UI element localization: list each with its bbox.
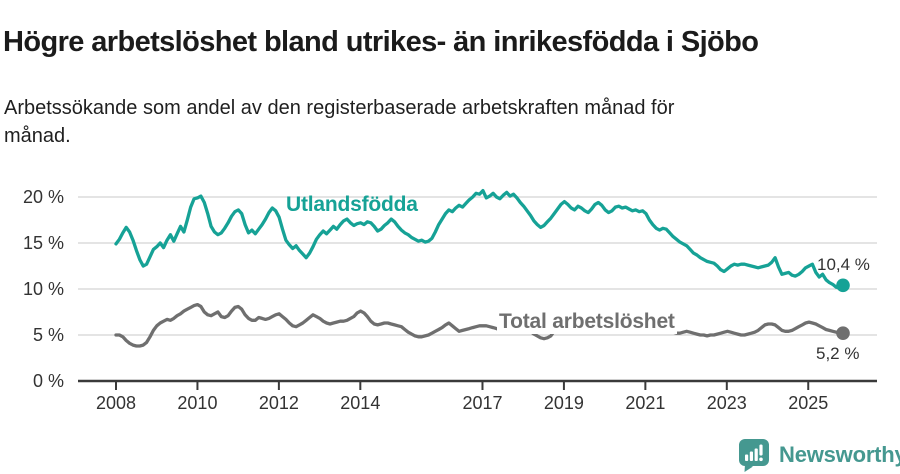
y-axis-tick-label: 15 % — [23, 233, 64, 253]
series-label-utlandsfodda: Utlandsfödda — [286, 193, 418, 216]
series-end-dot-1 — [836, 326, 850, 340]
x-axis-tick-label: 2021 — [625, 393, 665, 413]
series-label-total-arbetsloshet: Total arbetslöshet — [497, 310, 677, 334]
x-axis-tick-label: 2010 — [177, 393, 217, 413]
x-axis-tick-label: 2014 — [340, 393, 380, 413]
subtitle-line-1: Arbetssökande som andel av den registerb… — [4, 97, 675, 119]
series-line-0 — [114, 188, 845, 290]
y-axis-tick-label: 0 % — [33, 371, 64, 391]
x-axis-tick-label: 2025 — [788, 393, 828, 413]
series-line-1 — [114, 302, 845, 348]
x-axis-tick-label: 2023 — [707, 393, 747, 413]
page-title: Högre arbetslöshet bland utrikes- än inr… — [3, 26, 759, 59]
subtitle-line-2: månad. — [4, 125, 71, 147]
x-axis-tick-label: 2008 — [96, 393, 136, 413]
series-end-dot-0 — [836, 278, 850, 293]
y-axis-tick-label: 5 % — [33, 325, 64, 345]
x-axis-tick-label: 2012 — [259, 393, 299, 413]
newsworthy-brand-text: Newsworthy — [779, 442, 900, 467]
chart-subtitle: Arbetssökande som andel av den registerb… — [4, 94, 864, 150]
newsworthy-bubble-chart-icon — [739, 439, 769, 472]
newsworthy-logo-link[interactable]: Newsworthy — [737, 438, 900, 472]
end-value-label-utlandsfodda: 10,4 % — [817, 255, 870, 274]
y-axis-tick-label: 20 % — [23, 187, 64, 207]
x-axis-tick-label: 2017 — [462, 393, 502, 413]
y-axis-tick-label: 10 % — [23, 279, 64, 299]
end-value-label-total: 5,2 % — [816, 344, 860, 363]
x-axis-tick-label: 2019 — [544, 393, 584, 413]
